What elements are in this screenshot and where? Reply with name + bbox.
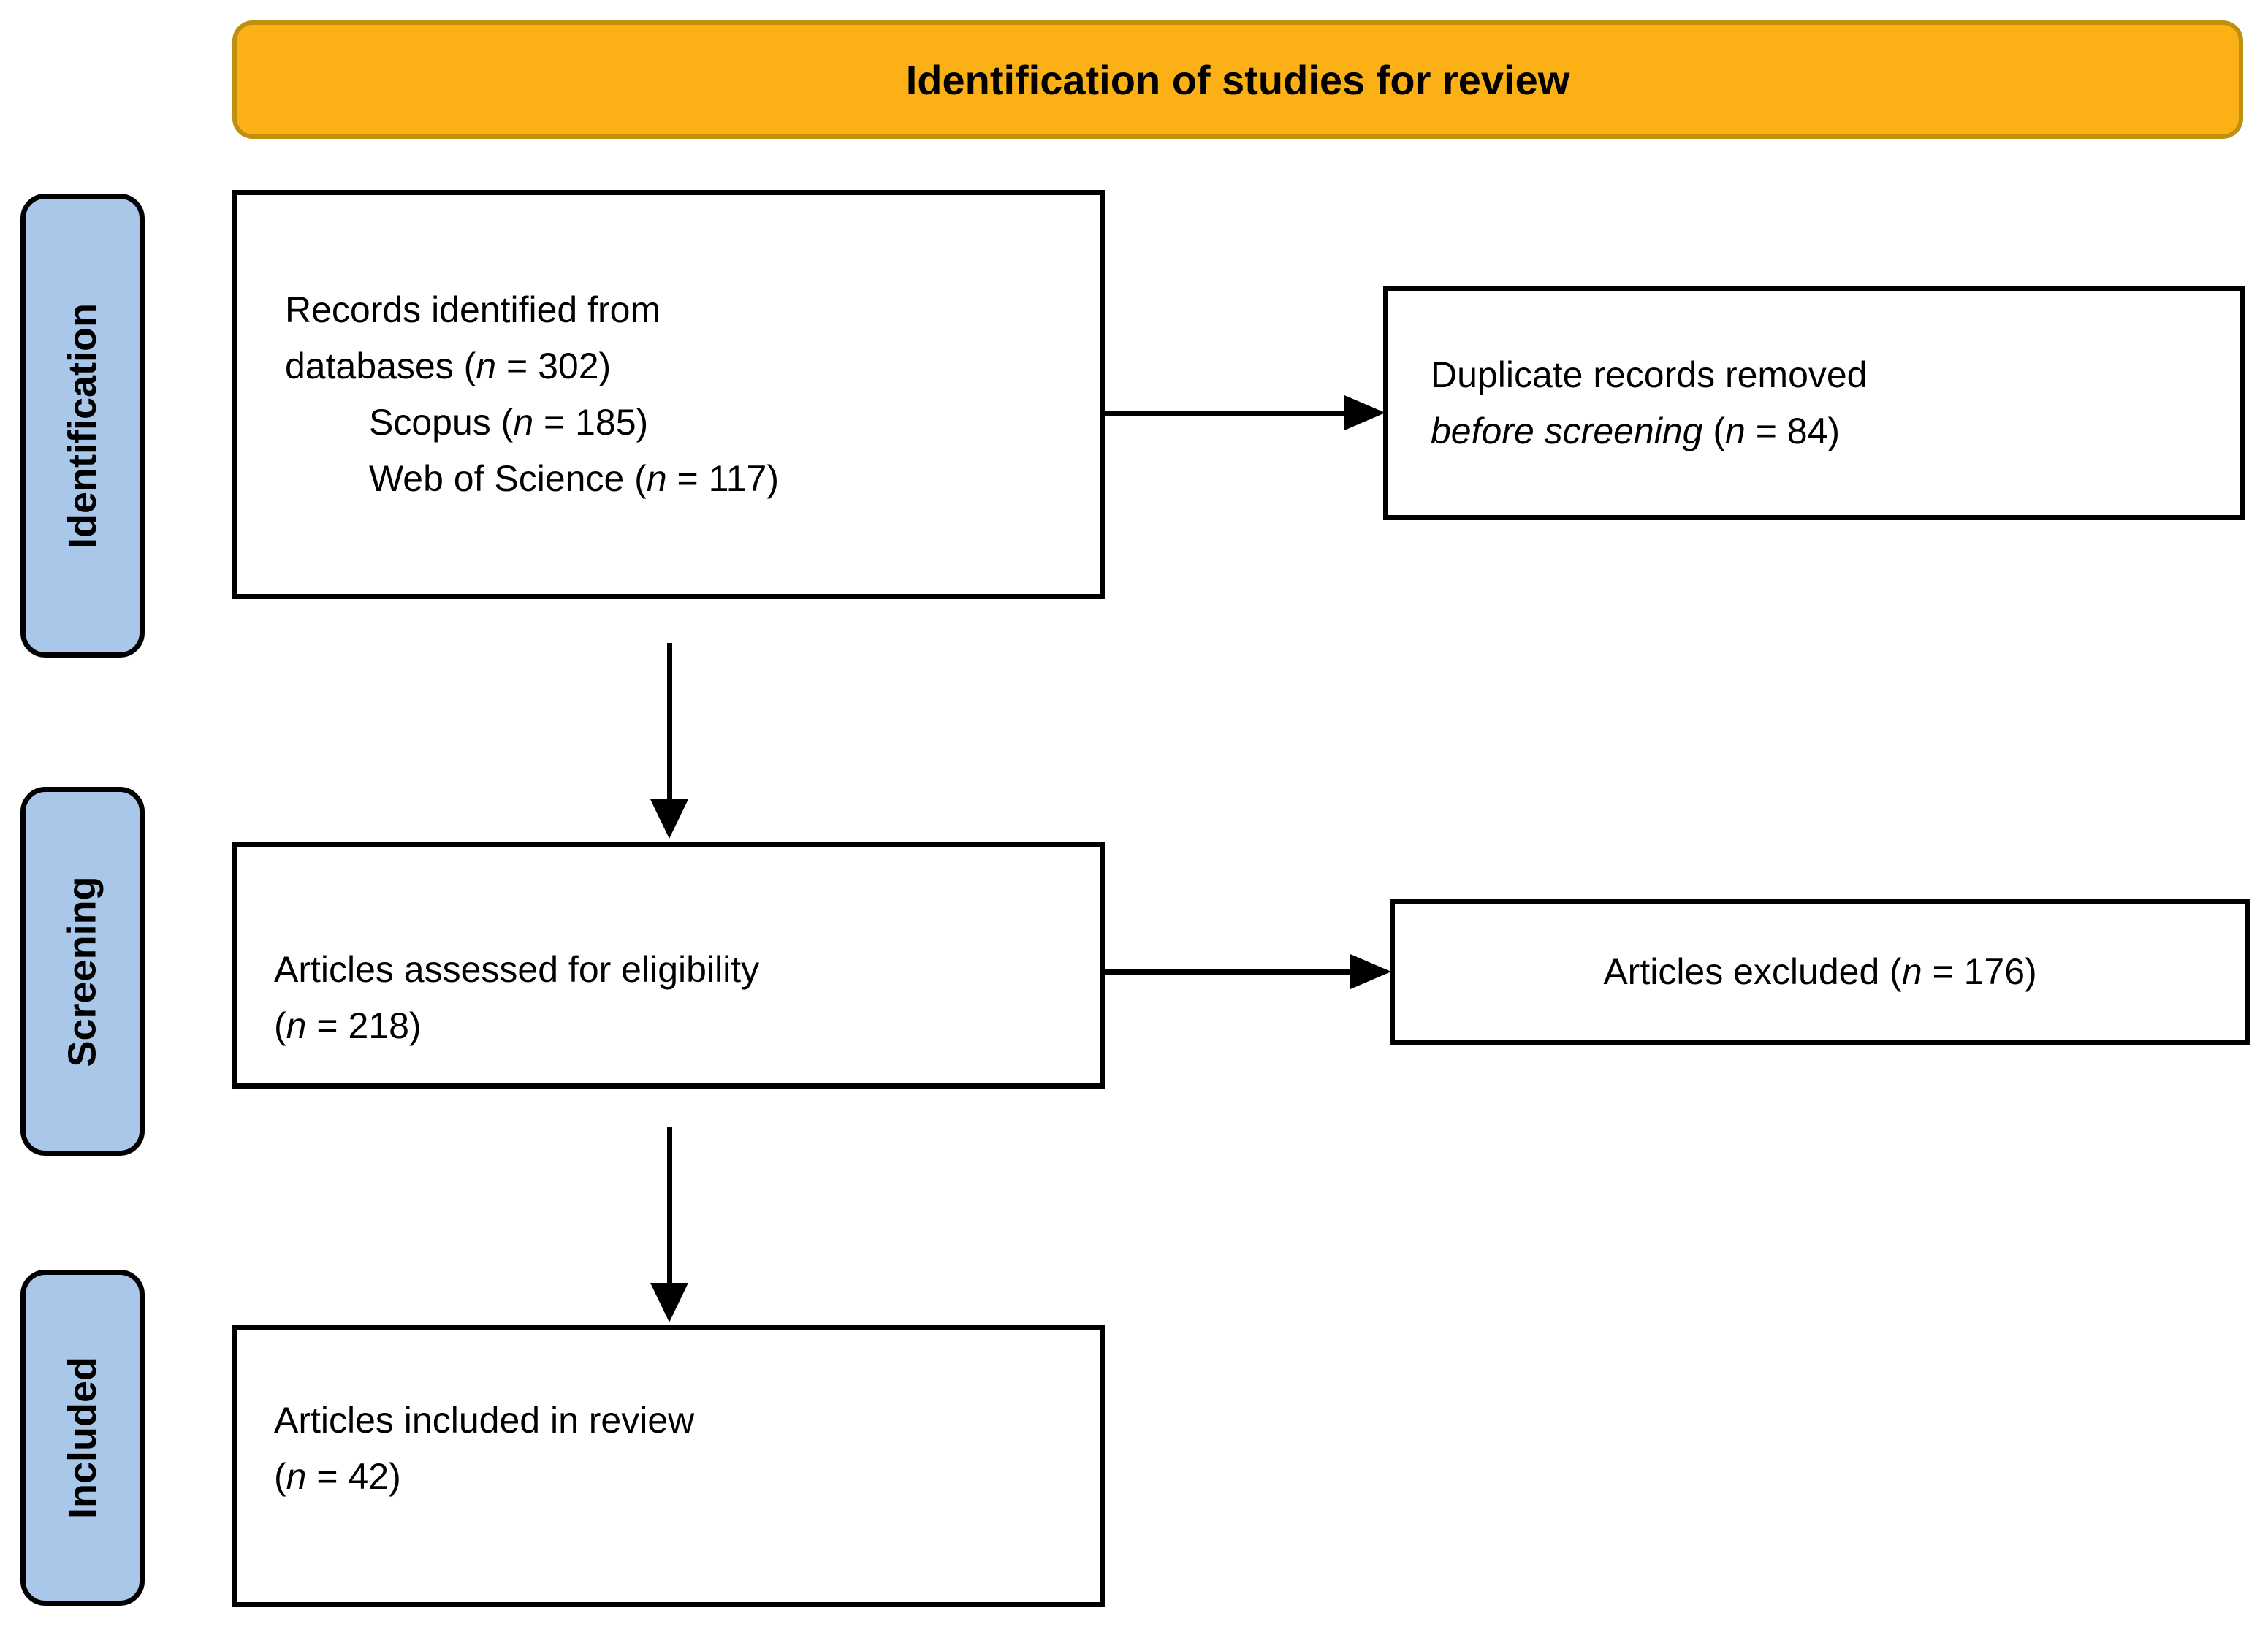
stage-label-identification: Identification xyxy=(20,194,145,658)
stage-label-text: Included xyxy=(61,1356,105,1520)
stage-label-text: Identification xyxy=(61,302,104,549)
arrowhead-right-icon xyxy=(1350,954,1391,989)
records-identified-box: Records identified from databases (n = 30… xyxy=(232,190,1105,599)
arrow-shaft xyxy=(667,1127,672,1284)
banner-title: Identification of studies for review xyxy=(905,56,1570,103)
articles-excluded-box: Articles excluded (n = 176) xyxy=(1390,899,2250,1045)
box-text-line: Records identified from xyxy=(285,289,661,330)
box-text-line: Duplicate records removed xyxy=(1431,354,1868,395)
box-text-line: Articles included in review xyxy=(274,1400,695,1441)
duplicate-records-removed-box: Duplicate records removed before screenin… xyxy=(1383,286,2245,520)
box-text-line: Articles assessed for eligibility xyxy=(274,949,760,990)
articles-assessed-box: Articles assessed for eligibility (n = 21… xyxy=(232,842,1105,1089)
box-text-line: (n = 42) xyxy=(274,1456,401,1497)
arrow-shaft xyxy=(1105,411,1347,416)
arrow-shaft xyxy=(667,643,672,801)
articles-included-box: Articles included in review (n = 42) xyxy=(232,1325,1105,1607)
box-text-line: (n = 218) xyxy=(274,1005,422,1046)
arrow-shaft xyxy=(1105,969,1353,975)
stage-label-text: Screening xyxy=(61,875,104,1067)
stage-label-screening: Screening xyxy=(20,787,145,1156)
arrowhead-right-icon xyxy=(1344,395,1385,430)
box-text-line: Web of Science (n = 117) xyxy=(369,458,779,499)
box-text-line: Scopus (n = 185) xyxy=(369,402,649,443)
banner: Identification of studies for review xyxy=(232,20,2243,139)
arrowhead-down-icon xyxy=(650,799,688,839)
stage-label-included: Included xyxy=(20,1270,145,1606)
arrowhead-down-icon xyxy=(650,1283,688,1322)
box-text-line: before screening (n = 84) xyxy=(1431,411,1841,451)
box-text-line: Articles excluded (n = 176) xyxy=(1603,950,2037,992)
box-text-line: databases (n = 302) xyxy=(285,346,612,386)
